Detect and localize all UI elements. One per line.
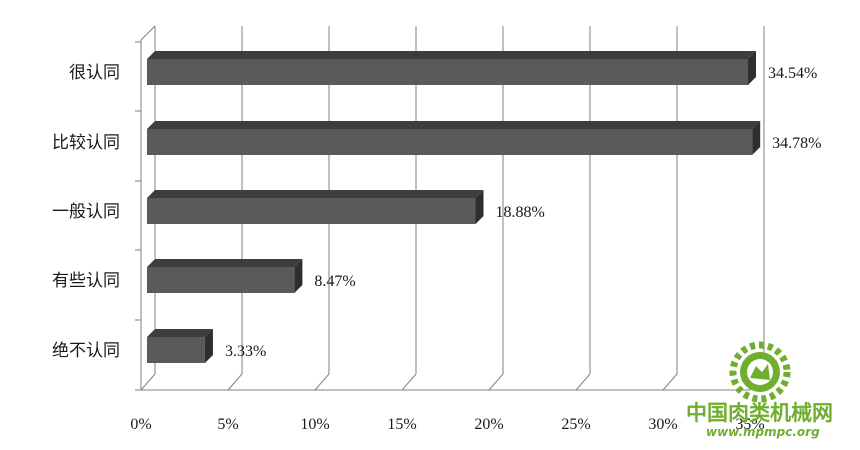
watermark-text: 中国肉类机械网 <box>686 401 833 425</box>
x-tick-label: 5% <box>217 416 238 433</box>
floor-gridline <box>488 373 504 391</box>
axes <box>135 25 750 391</box>
bar-front-face <box>147 198 476 224</box>
bar-top-face <box>147 259 303 267</box>
x-tick-label: 15% <box>387 416 416 433</box>
bar <box>147 329 213 363</box>
x-tick-label: 0% <box>130 416 151 433</box>
category-label: 绝不认同 <box>52 341 120 361</box>
y-axis-top-edge <box>140 25 156 41</box>
floor-gridline <box>662 373 678 391</box>
data-label: 8.47% <box>314 273 355 290</box>
bar <box>147 259 303 293</box>
x-tick-label: 30% <box>648 416 677 433</box>
category-label: 一般认同 <box>52 202 120 222</box>
labels: 0% 5% 10% 15% 20% 25% 30% 35% 很认同 34.54% 比较认同 34.78… <box>52 63 822 433</box>
bar-front-face <box>147 267 295 293</box>
floor-gridline <box>314 373 330 391</box>
bar <box>147 121 761 155</box>
x-tick-label: 35% <box>735 416 764 433</box>
watermark-url: www.mpmpc.org <box>706 425 820 439</box>
bar-side-face <box>475 190 484 224</box>
bar <box>147 51 756 85</box>
category-label: 很认同 <box>69 63 120 83</box>
floor-gridline <box>227 373 243 391</box>
data-label: 3.33% <box>225 343 266 360</box>
bar-top-face <box>147 51 756 59</box>
bar-side-face <box>752 121 761 155</box>
bar <box>147 190 484 224</box>
category-label: 比较认同 <box>52 133 120 153</box>
data-label: 34.78% <box>772 135 821 152</box>
data-label: 34.54% <box>768 65 817 82</box>
floor-gridline <box>575 373 591 391</box>
floor-gridline <box>401 373 417 391</box>
bar-side-face <box>294 259 303 293</box>
x-tick-label: 20% <box>474 416 503 433</box>
bar-side-face <box>204 329 213 363</box>
data-label: 18.88% <box>496 204 545 221</box>
x-tick-label: 10% <box>300 416 329 433</box>
x-tick-label: 25% <box>561 416 590 433</box>
bar-top-face <box>147 121 761 129</box>
bar-front-face <box>147 337 205 363</box>
gear-logo-icon <box>729 341 791 403</box>
bar-top-face <box>147 190 484 198</box>
watermark-logo: 中国肉类机械网 www.mpmpc.org <box>686 341 833 439</box>
category-label: 有些认同 <box>52 271 120 291</box>
bars <box>147 51 761 363</box>
bar-top-face <box>147 329 213 337</box>
bar-front-face <box>147 59 748 85</box>
bar-side-face <box>747 51 756 85</box>
floor-gridline <box>140 373 156 391</box>
bar-front-face <box>147 129 753 155</box>
